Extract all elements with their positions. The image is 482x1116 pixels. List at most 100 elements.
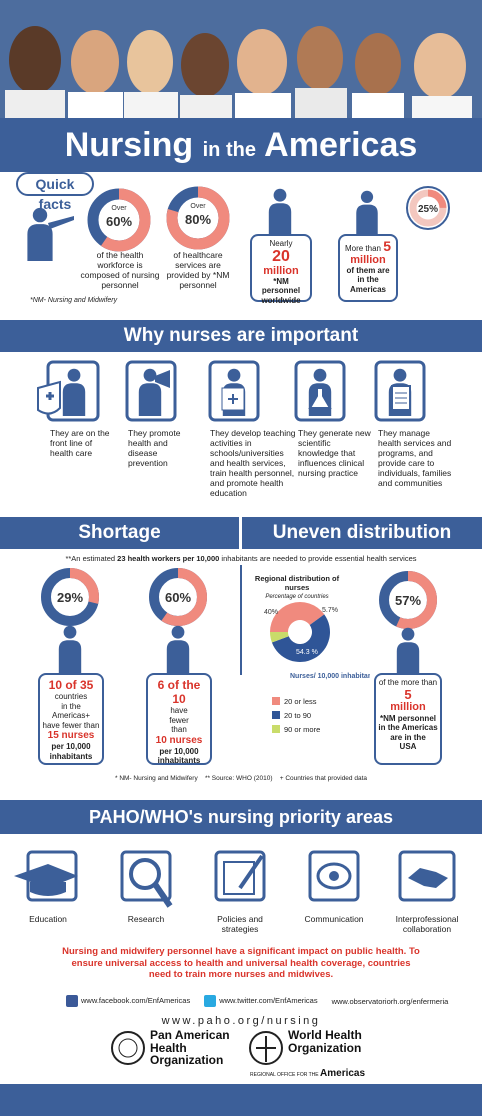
decoration xyxy=(9,26,61,94)
decoration xyxy=(30,882,66,896)
decoration xyxy=(46,392,54,400)
decoration xyxy=(297,26,343,90)
box-line: inhabitants xyxy=(49,751,93,761)
section-header-band: Shortage Uneven distribution xyxy=(0,517,482,549)
box-line: fewer xyxy=(169,715,189,725)
legend-label: 90 or more xyxy=(284,725,320,734)
fact-text: of the health workforce is composed of n… xyxy=(80,250,160,290)
icon-research xyxy=(120,850,173,908)
title-part: in the xyxy=(202,139,256,161)
donut-arc xyxy=(409,189,447,227)
box-line: have xyxy=(170,706,188,715)
note-part: **An estimated xyxy=(65,554,118,563)
box-line: in the Americas+ xyxy=(51,701,90,721)
legend-label: 20 to 90 xyxy=(284,711,311,720)
priority-label: Interprofessional collaboration xyxy=(395,914,459,934)
person-icon xyxy=(356,190,378,236)
fact-amount: 5 xyxy=(383,238,392,254)
legend-label: 20 or less xyxy=(284,697,317,706)
decoration xyxy=(235,93,291,118)
importance-text: They develop teaching activities in scho… xyxy=(210,428,296,498)
box-line: 10 nurses xyxy=(155,734,203,746)
footnote: + Countries that provided data xyxy=(279,775,367,782)
icon-teaching xyxy=(208,360,260,422)
box-line: per 10,000 xyxy=(159,746,199,756)
icon-communication xyxy=(308,850,360,902)
section-header: Why nurses are important xyxy=(0,320,482,352)
decoration xyxy=(329,871,339,881)
divider xyxy=(239,517,242,549)
pie-label: 5.7% xyxy=(322,607,338,614)
box-line: 6 of the 10 xyxy=(157,678,201,706)
importance-text: They generate new scientific knowledge t… xyxy=(298,428,371,478)
decoration xyxy=(355,33,401,95)
who-regional: REGIONAL OFFICE FOR THE Americas xyxy=(250,1068,390,1079)
priority-label: Communication xyxy=(304,914,364,924)
box-line: *NM personnel xyxy=(379,713,436,723)
icon-collaboration xyxy=(398,850,456,902)
decoration xyxy=(68,92,123,118)
usa-box: of the more than 5 million *NM personnel in … xyxy=(374,673,442,765)
footer-band xyxy=(0,1084,482,1116)
faces xyxy=(5,26,472,118)
decoration xyxy=(408,868,448,888)
icon-promote xyxy=(125,360,177,422)
decoration xyxy=(124,92,178,118)
twitter[interactable]: www.twitter.com/EnfAmericas xyxy=(204,995,318,1007)
paho-logo xyxy=(111,1031,145,1065)
title-part: Americas xyxy=(264,126,418,164)
decoration xyxy=(238,854,264,890)
distribution-pie: 40% 54.3 % 5.7% Nurses/ 10,000 inhabitants 2… xyxy=(264,602,370,734)
box-line: 5 xyxy=(404,686,412,702)
fact-unit: million xyxy=(350,253,386,266)
legend-swatch xyxy=(272,711,280,719)
who-regional-text: REGIONAL OFFICE FOR THE xyxy=(250,1072,319,1078)
fact-prefix: Nearly xyxy=(269,239,293,248)
decoration xyxy=(129,858,161,890)
fact-percent: 60% xyxy=(106,214,132,229)
box-line: USA xyxy=(399,742,417,751)
importance-text: They manage health services and programs… xyxy=(378,428,452,488)
decoration xyxy=(155,370,170,388)
icon-policies xyxy=(214,850,266,902)
icon-frontline xyxy=(37,360,100,422)
title-part: Nursing xyxy=(64,126,194,164)
pie-subtitle: Percentage of countries xyxy=(265,594,329,600)
link[interactable]: www.facebook.com/EnfAmericas xyxy=(81,995,191,1005)
pie-slice xyxy=(271,614,330,662)
pie-slice xyxy=(270,632,289,643)
note: **An estimated 23 health workers per 10,… xyxy=(0,554,482,564)
title-band: Nursing in the Americas xyxy=(0,118,482,172)
priority-icons xyxy=(14,850,456,908)
pie-title: Regional distribution of nurses xyxy=(254,574,340,592)
decoration xyxy=(237,29,287,95)
facebook[interactable]: www.facebook.com/EnfAmericas xyxy=(66,995,190,1007)
website[interactable]: www.paho.org/nursing xyxy=(161,1015,321,1027)
decoration xyxy=(48,216,74,229)
icon-research xyxy=(294,360,346,422)
shortage-graphics: 29% 60% 57% xyxy=(41,565,437,675)
who-name: World Health Organization xyxy=(288,1028,362,1055)
decoration xyxy=(127,30,173,94)
decoration xyxy=(316,862,352,890)
who-logo xyxy=(249,1031,283,1065)
donut-label: 29% xyxy=(57,590,83,605)
decoration xyxy=(295,88,347,118)
importance-icons xyxy=(37,360,426,422)
decoration xyxy=(5,90,65,118)
decoration xyxy=(256,1036,276,1062)
person-icon xyxy=(396,627,420,675)
footnote: * NM- Nursing and Midwifery xyxy=(114,775,198,782)
fact-text: *NM personnel worldwide xyxy=(261,276,301,305)
priority-label: Education xyxy=(29,914,67,924)
footnote: *NM- Nursing and Midwifery xyxy=(30,297,118,304)
fact-percent: 80% xyxy=(185,212,211,227)
link[interactable]: www.observatoriorh.org/enfermeria xyxy=(331,996,449,1006)
box-line: 10 of 35 xyxy=(48,678,94,692)
link[interactable]: www.twitter.com/EnfAmericas xyxy=(219,995,318,1005)
box-line: are in the xyxy=(390,732,426,742)
note-part: inhabitants are needed to provide essent… xyxy=(219,554,417,563)
